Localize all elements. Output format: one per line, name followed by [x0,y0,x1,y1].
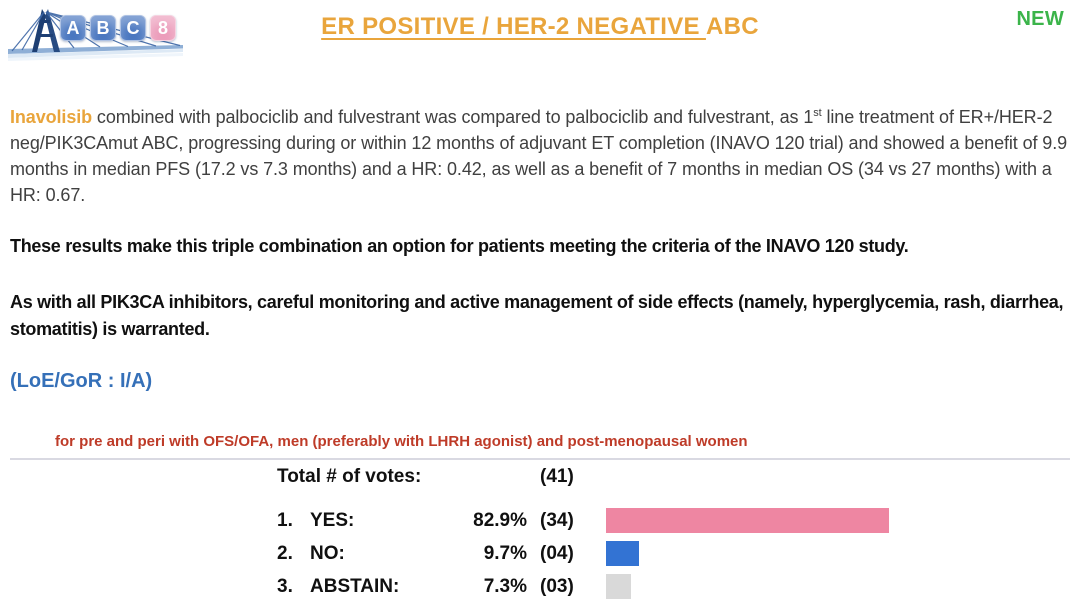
vote-bar-yes [606,508,889,533]
vote-total-count: (41) [540,466,574,487]
vote-row-percent: 9.7% [483,542,527,564]
logo-letter-a: A [60,15,86,41]
vote-row-yes: 1. YES: 82.9% (34) [277,504,1070,537]
logo-letter-b: B [90,15,116,41]
vote-row-number: 3. [277,575,293,597]
ordinal-superscript: st [813,107,822,119]
page-title-underlined: ER POSITIVE / HER-2 NEGATIVE [321,13,706,40]
vote-row-label: YES: [310,509,355,531]
vote-row-percent: 7.3% [483,575,527,597]
logo-letter-c: C [120,15,146,41]
vote-row-count: (04) [540,542,574,564]
abc8-logo: A B C 8 [8,6,183,62]
vote-row-count: (34) [540,509,574,531]
vote-row-abstain: 3. ABSTAIN: 7.3% (03) [277,570,1070,603]
population-note: for pre and peri with OFS/OFA, men (pref… [55,433,748,450]
vote-total-row: Total # of votes: (41) [277,464,1070,490]
page-title-rest: ABC [705,13,759,40]
section-divider [10,458,1070,460]
logo-number-8: 8 [150,15,176,41]
logo-letter-row: A B C 8 [60,15,176,41]
intro-paragraph: Inavolisib combined with palbociclib and… [10,104,1074,208]
intro-text-b: line treatment of ER+/HER-2 neg/PIK3CAmu… [10,107,1068,205]
vote-row-no: 2. NO: 9.7% (04) [277,537,1070,570]
vote-rows: 1. YES: 82.9% (34) 2. NO: 9.7% (04) 3. A… [277,504,1070,603]
vote-row-number: 1. [277,509,293,531]
vote-results: Total # of votes: (41) 1. YES: 82.9% (34… [277,464,1070,603]
intro-text-a: combined with palbociclib and fulvestran… [92,107,814,127]
vote-total-label: Total # of votes: [277,466,422,487]
vote-row-count: (03) [540,575,574,597]
new-badge: NEW [1016,8,1064,30]
vote-bar-no [606,541,640,566]
vote-row-percent: 82.9% [473,509,527,531]
safety-statement: As with all PIK3CA inhibitors, careful m… [10,292,1064,339]
loe-gor-label: (LoE/GoR : I/A) [10,370,153,392]
drug-name: Inavolisib [10,107,93,127]
vote-row-label: ABSTAIN: [310,575,400,597]
vote-row-number: 2. [277,542,293,564]
vote-bar-abstain [606,574,631,599]
recommendation-statement: These results make this triple combinati… [10,236,909,256]
vote-row-label: NO: [310,542,345,564]
page-title: ER POSITIVE / HER-2 NEGATIVE ABC [0,13,1080,41]
